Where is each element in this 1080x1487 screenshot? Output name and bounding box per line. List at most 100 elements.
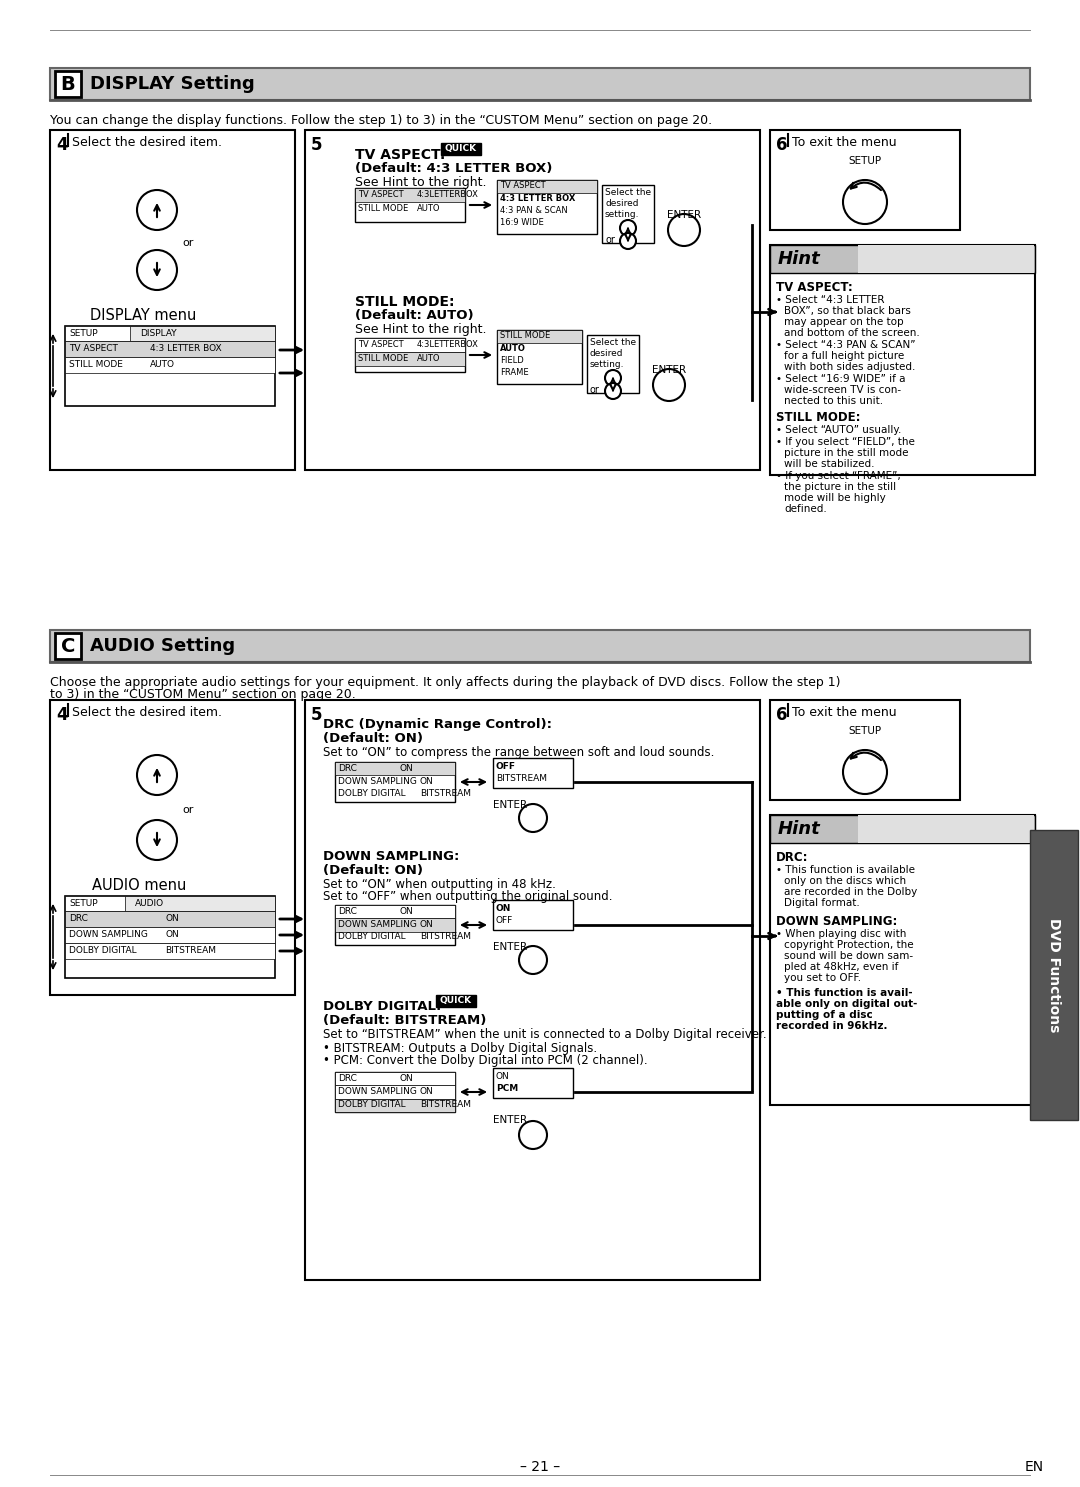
Text: ON: ON: [165, 915, 179, 923]
Text: QUICK: QUICK: [445, 144, 477, 153]
Circle shape: [669, 214, 700, 245]
Text: only on the discs which: only on the discs which: [784, 876, 906, 886]
Circle shape: [519, 946, 546, 974]
Text: or: or: [605, 235, 615, 245]
Text: Select the desired item.: Select the desired item.: [72, 706, 222, 720]
Text: Set to “ON” when outputting in 48 kHz.: Set to “ON” when outputting in 48 kHz.: [323, 877, 556, 891]
Text: (Default: AUTO): (Default: AUTO): [355, 309, 474, 323]
Circle shape: [605, 384, 621, 399]
Text: DRC (Dynamic Range Control):: DRC (Dynamic Range Control):: [323, 718, 552, 732]
Text: 4: 4: [56, 706, 68, 724]
Circle shape: [843, 180, 887, 225]
Text: FRAME: FRAME: [500, 367, 528, 378]
Text: STILL MODE: STILL MODE: [357, 354, 408, 363]
Text: TV ASPECT: TV ASPECT: [500, 181, 545, 190]
Text: are recorded in the Dolby: are recorded in the Dolby: [784, 888, 917, 897]
Bar: [65, 897, 275, 912]
Text: B: B: [60, 74, 76, 94]
Text: DOWN SAMPLING:: DOWN SAMPLING:: [323, 851, 459, 862]
Text: Hint: Hint: [778, 250, 821, 268]
Bar: [335, 1072, 455, 1112]
Bar: [50, 700, 295, 995]
Text: ENTER: ENTER: [492, 941, 527, 952]
Circle shape: [519, 1121, 546, 1149]
Text: OFF: OFF: [496, 916, 513, 925]
Text: ON: ON: [496, 904, 511, 913]
Text: See Hint to the right.: See Hint to the right.: [355, 323, 486, 336]
Text: setting.: setting.: [605, 210, 639, 219]
Text: to 3) in the “CUSTOM Menu” section on page 20.: to 3) in the “CUSTOM Menu” section on pa…: [50, 688, 355, 700]
Text: 5: 5: [311, 135, 323, 155]
Text: 4:3 LETTER BOX: 4:3 LETTER BOX: [500, 193, 576, 204]
Bar: [770, 245, 1035, 274]
Text: DOLBY DIGITAL: DOLBY DIGITAL: [338, 932, 406, 941]
Circle shape: [137, 250, 177, 290]
Text: DISPLAY menu: DISPLAY menu: [90, 308, 197, 323]
Text: 4:3LETTERBOX: 4:3LETTERBOX: [417, 190, 478, 199]
Text: Hint: Hint: [778, 819, 821, 839]
Text: mode will be highly: mode will be highly: [784, 494, 886, 503]
Bar: [125, 897, 275, 912]
Text: STILL MODE: STILL MODE: [69, 360, 123, 369]
Circle shape: [605, 370, 621, 387]
Circle shape: [620, 233, 636, 248]
Text: SETUP: SETUP: [849, 726, 881, 736]
Bar: [335, 917, 455, 932]
Text: • Select “AUTO” usually.: • Select “AUTO” usually.: [777, 425, 902, 436]
Text: DOLBY DIGITAL: DOLBY DIGITAL: [69, 946, 137, 955]
Text: • PCM: Convert the Dolby Digital into PCM (2 channel).: • PCM: Convert the Dolby Digital into PC…: [323, 1054, 648, 1068]
Text: (Default: BITSTREAM): (Default: BITSTREAM): [323, 1014, 486, 1028]
Text: DISPLAY: DISPLAY: [140, 329, 177, 338]
Bar: [858, 245, 1034, 274]
Text: To exit the menu: To exit the menu: [792, 135, 896, 149]
Circle shape: [620, 220, 636, 236]
Text: SETUP: SETUP: [69, 329, 97, 338]
Text: or: or: [590, 385, 599, 396]
Bar: [441, 143, 481, 155]
Text: STILL MODE:: STILL MODE:: [777, 410, 861, 424]
Text: • This function is avail-: • This function is avail-: [777, 987, 913, 998]
Text: AUDIO: AUDIO: [135, 900, 164, 909]
Bar: [305, 700, 760, 1280]
Bar: [492, 900, 573, 929]
Bar: [770, 700, 960, 800]
Text: TV ASPECT: TV ASPECT: [357, 190, 404, 199]
Bar: [770, 815, 1035, 843]
Text: DRC: DRC: [338, 1074, 356, 1083]
Text: 4:3 LETTER BOX: 4:3 LETTER BOX: [150, 343, 221, 352]
Text: wide-screen TV is con-: wide-screen TV is con-: [784, 385, 901, 396]
Bar: [492, 758, 573, 788]
Text: AUDIO Setting: AUDIO Setting: [90, 636, 235, 654]
Text: AUTO: AUTO: [500, 343, 526, 352]
Text: desired: desired: [605, 199, 638, 208]
Bar: [335, 906, 455, 946]
Text: See Hint to the right.: See Hint to the right.: [355, 175, 486, 189]
Circle shape: [137, 190, 177, 230]
Bar: [65, 341, 275, 357]
Text: 4:3 PAN & SCAN: 4:3 PAN & SCAN: [500, 207, 568, 216]
Text: will be stabilized.: will be stabilized.: [784, 459, 875, 468]
Text: defined.: defined.: [784, 504, 827, 515]
Text: BITSTREAM: BITSTREAM: [496, 775, 546, 784]
Text: ON: ON: [400, 764, 414, 773]
Bar: [335, 1099, 455, 1112]
Text: 6: 6: [777, 706, 787, 724]
Text: AUTO: AUTO: [150, 360, 175, 369]
Bar: [497, 180, 597, 193]
Bar: [497, 330, 582, 343]
Bar: [355, 187, 465, 202]
Text: with both sides adjusted.: with both sides adjusted.: [784, 361, 916, 372]
Circle shape: [653, 369, 685, 401]
Text: Select the desired item.: Select the desired item.: [72, 135, 222, 149]
Text: BITSTREAM: BITSTREAM: [165, 946, 216, 955]
Text: STILL MODE: STILL MODE: [357, 204, 408, 213]
Text: PCM: PCM: [496, 1084, 518, 1093]
Bar: [65, 943, 275, 959]
Text: Set to “ON” to compress the range between soft and loud sounds.: Set to “ON” to compress the range betwee…: [323, 746, 714, 758]
Text: Set to “OFF” when outputting the original sound.: Set to “OFF” when outputting the origina…: [323, 891, 612, 903]
Text: (Default: ON): (Default: ON): [323, 732, 423, 745]
Text: ON: ON: [420, 778, 434, 787]
Text: 4:3LETTERBOX: 4:3LETTERBOX: [417, 341, 478, 349]
Bar: [497, 330, 582, 384]
Text: or: or: [183, 804, 193, 815]
